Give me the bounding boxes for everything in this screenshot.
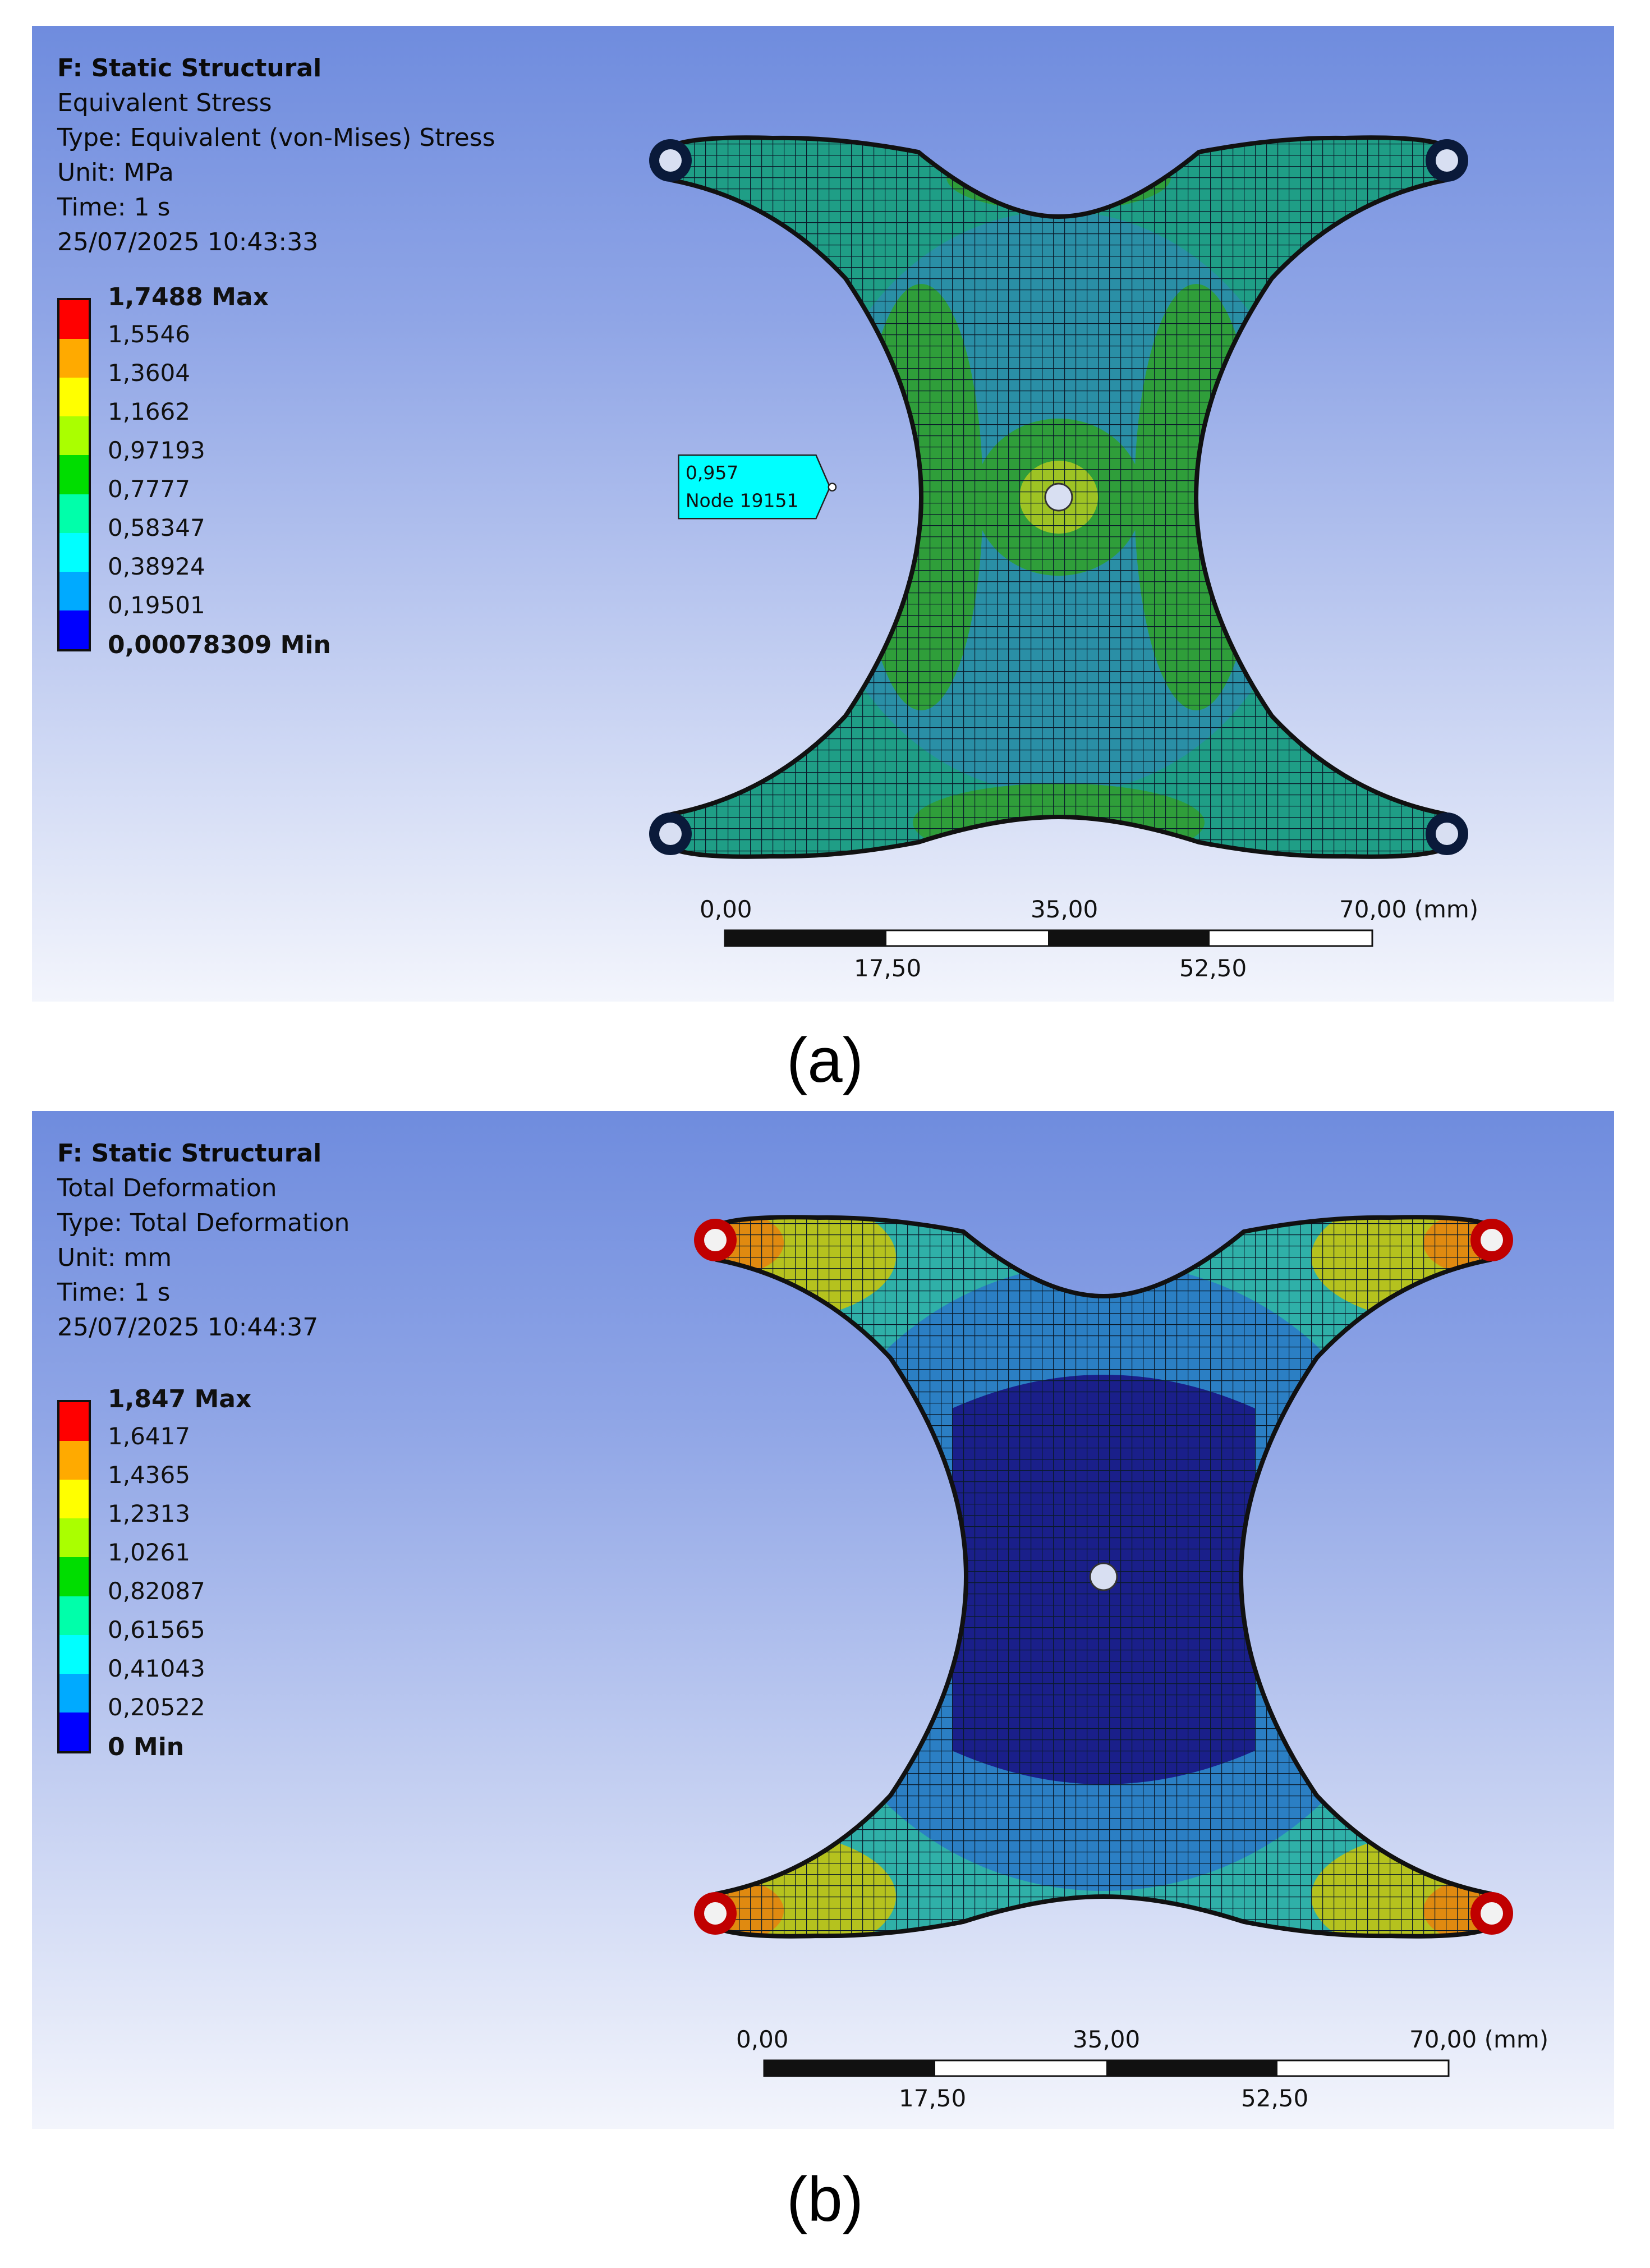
result-unit: Unit: mm	[57, 1243, 172, 1272]
scale-label: 0,00	[700, 896, 752, 923]
mounting-holes	[694, 1219, 1513, 1935]
scale-label: 52,50	[1179, 954, 1247, 982]
deformation-mesh-model[interactable]	[649, 1190, 1558, 2009]
result-type: Type: Total Deformation	[57, 1209, 350, 1237]
probe-node: Node 19151	[686, 490, 799, 512]
scale-label: 17,50	[899, 2085, 967, 2112]
scale-label: 70,00 (mm)	[1339, 896, 1479, 923]
scale-bar-graphic	[724, 929, 1373, 947]
legend-level: 0,38924	[108, 553, 205, 580]
result-time: Time: 1 s	[57, 1278, 171, 1307]
legend-swatch	[59, 1596, 89, 1635]
scale-label: 35,00	[1031, 896, 1099, 923]
result-type: Type: Equivalent (von-Mises) Stress	[57, 123, 495, 152]
legend-level: 0,58347	[108, 514, 205, 541]
probe-value: 0,957	[686, 462, 738, 484]
stress-viewport[interactable]: F: Static Structural Equivalent Stress T…	[32, 26, 1614, 1002]
legend-min: 0,00078309 Min	[108, 631, 331, 659]
legend-swatch	[59, 1441, 89, 1480]
legend-swatch	[59, 1673, 89, 1713]
legend-swatch	[59, 1557, 89, 1596]
legend-swatch	[59, 1712, 89, 1751]
legend-level: 0,19501	[108, 591, 205, 619]
analysis-title: F: Static Structural	[57, 54, 322, 82]
legend-color-bar	[57, 298, 91, 651]
legend-level: 0,82087	[108, 1577, 205, 1605]
legend-level: 1,4365	[108, 1461, 190, 1489]
figure-caption-b: (b)	[787, 2164, 863, 2234]
result-name: Total Deformation	[57, 1174, 277, 1202]
scale-label: 0,00	[736, 2026, 789, 2053]
legend-level: 0,61565	[108, 1616, 205, 1643]
legend-level: 1,3604	[108, 359, 190, 387]
scale-label: 35,00	[1073, 2026, 1141, 2053]
result-timestamp: 25/07/2025 10:43:33	[57, 228, 319, 256]
legend-level: 0,97193	[108, 437, 205, 464]
legend-swatch	[59, 378, 89, 417]
legend-level: 1,0261	[108, 1539, 190, 1566]
scale-bar-graphic	[763, 2059, 1450, 2077]
legend-max: 1,7488 Max	[108, 283, 269, 311]
legend-max: 1,847 Max	[108, 1385, 252, 1413]
result-info: F: Static Structural Total Deformation T…	[57, 1136, 350, 1345]
stress-mesh-model[interactable]	[604, 110, 1513, 929]
probe-annotation[interactable]: 0,957 Node 19151	[677, 449, 862, 525]
legend-level: 1,2313	[108, 1500, 190, 1527]
legend-level: 1,1662	[108, 398, 190, 425]
legend-swatch	[59, 1518, 89, 1558]
legend-swatch	[59, 610, 89, 649]
result-name: Equivalent Stress	[57, 89, 272, 117]
legend-swatch	[59, 1635, 89, 1674]
scale-label: 70,00 (mm)	[1409, 2026, 1549, 2053]
legend-swatch	[59, 416, 89, 456]
legend-level: 0,20522	[108, 1693, 205, 1721]
legend-min: 0 Min	[108, 1733, 185, 1761]
mounting-holes	[649, 139, 1468, 855]
legend-swatch	[59, 532, 89, 572]
result-info: F: Static Structural Equivalent Stress T…	[57, 51, 495, 260]
legend-swatch	[59, 571, 89, 610]
legend-swatch	[59, 494, 89, 533]
figure-caption-a: (a)	[787, 1025, 863, 1095]
deformation-viewport[interactable]: F: Static Structural Total Deformation T…	[32, 1111, 1614, 2129]
legend-swatch	[59, 455, 89, 494]
legend-level: 1,6417	[108, 1422, 190, 1450]
legend-swatch	[59, 1480, 89, 1519]
legend-level: 0,7777	[108, 475, 190, 503]
legend-swatch	[59, 339, 89, 378]
legend-level: 0,41043	[108, 1655, 205, 1682]
deformation-contour	[704, 1217, 1504, 1936]
result-time: Time: 1 s	[57, 193, 171, 222]
result-unit: Unit: MPa	[57, 158, 174, 187]
legend-color-bar	[57, 1400, 91, 1753]
scale-label: 52,50	[1241, 2085, 1309, 2112]
analysis-title: F: Static Structural	[57, 1139, 322, 1168]
scale-label: 17,50	[854, 954, 922, 982]
legend-swatch	[59, 1402, 89, 1441]
legend-level: 1,5546	[108, 320, 190, 348]
legend-swatch	[59, 300, 89, 339]
result-timestamp: 25/07/2025 10:44:37	[57, 1313, 319, 1342]
